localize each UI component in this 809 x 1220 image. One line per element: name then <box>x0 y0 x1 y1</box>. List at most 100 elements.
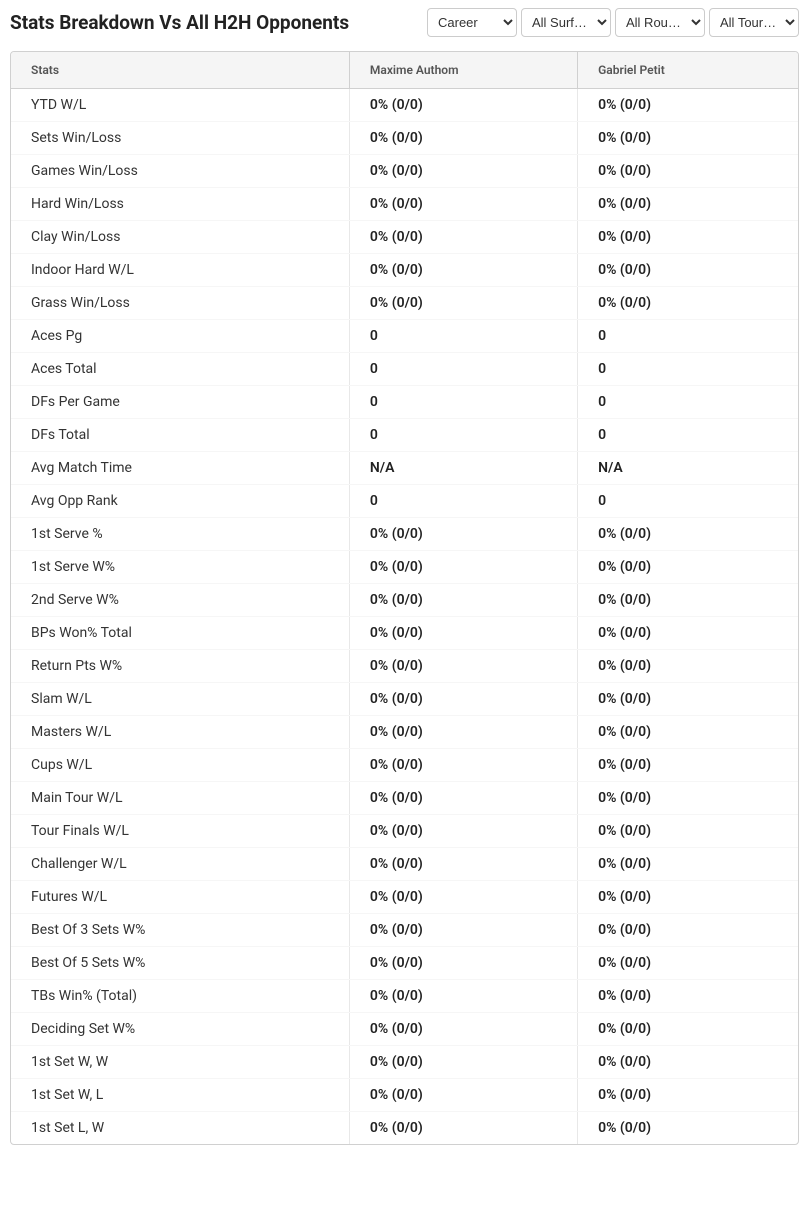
table-row: 2nd Serve W%0% (0/0)0% (0/0) <box>11 584 798 617</box>
table-row: 1st Serve %0% (0/0)0% (0/0) <box>11 518 798 551</box>
table-row: YTD W/L0% (0/0)0% (0/0) <box>11 89 798 122</box>
table-row: Tour Finals W/L0% (0/0)0% (0/0) <box>11 815 798 848</box>
player1-value-cell: 0% (0/0) <box>349 122 577 155</box>
player1-value-cell: 0% (0/0) <box>349 1046 577 1079</box>
stat-label-cell: Avg Opp Rank <box>11 485 349 518</box>
table-row: Clay Win/Loss0% (0/0)0% (0/0) <box>11 221 798 254</box>
player2-value-cell: 0% (0/0) <box>578 1112 798 1145</box>
player1-value-cell: 0% (0/0) <box>349 221 577 254</box>
player2-value-cell: 0% (0/0) <box>578 947 798 980</box>
player2-value-cell: 0% (0/0) <box>578 551 798 584</box>
player2-value-cell: N/A <box>578 452 798 485</box>
player2-value-cell: 0% (0/0) <box>578 155 798 188</box>
table-row: 1st Serve W%0% (0/0)0% (0/0) <box>11 551 798 584</box>
player1-value-cell: 0% (0/0) <box>349 287 577 320</box>
player1-value-cell: 0% (0/0) <box>349 617 577 650</box>
player1-value-cell: 0 <box>349 386 577 419</box>
table-row: BPs Won% Total0% (0/0)0% (0/0) <box>11 617 798 650</box>
stat-label-cell: Best Of 3 Sets W% <box>11 914 349 947</box>
player1-value-cell: N/A <box>349 452 577 485</box>
stat-label-cell: Slam W/L <box>11 683 349 716</box>
stat-label-cell: Games Win/Loss <box>11 155 349 188</box>
table-row: DFs Per Game00 <box>11 386 798 419</box>
stat-label-cell: DFs Per Game <box>11 386 349 419</box>
player1-value-cell: 0% (0/0) <box>349 914 577 947</box>
stat-label-cell: Masters W/L <box>11 716 349 749</box>
stat-label-cell: 1st Set W, W <box>11 1046 349 1079</box>
stat-label-cell: Main Tour W/L <box>11 782 349 815</box>
player1-value-cell: 0% (0/0) <box>349 947 577 980</box>
player1-value-cell: 0 <box>349 320 577 353</box>
player2-value-cell: 0% (0/0) <box>578 89 798 122</box>
stat-label-cell: 1st Serve % <box>11 518 349 551</box>
table-row: Grass Win/Loss0% (0/0)0% (0/0) <box>11 287 798 320</box>
player2-value-cell: 0% (0/0) <box>578 980 798 1013</box>
table-row: Indoor Hard W/L0% (0/0)0% (0/0) <box>11 254 798 287</box>
stat-label-cell: Aces Total <box>11 353 349 386</box>
table-row: 1st Set W, L0% (0/0)0% (0/0) <box>11 1079 798 1112</box>
table-row: 1st Set L, W0% (0/0)0% (0/0) <box>11 1112 798 1145</box>
column-header-stats: Stats <box>11 52 349 89</box>
period-select[interactable]: Career <box>427 8 517 37</box>
table-header-row: Stats Maxime Authom Gabriel Petit <box>11 52 798 89</box>
table-row: Aces Pg00 <box>11 320 798 353</box>
table-row: Sets Win/Loss0% (0/0)0% (0/0) <box>11 122 798 155</box>
player1-value-cell: 0% (0/0) <box>349 848 577 881</box>
player1-value-cell: 0% (0/0) <box>349 518 577 551</box>
table-row: Games Win/Loss0% (0/0)0% (0/0) <box>11 155 798 188</box>
player2-value-cell: 0% (0/0) <box>578 518 798 551</box>
player2-value-cell: 0% (0/0) <box>578 683 798 716</box>
player2-value-cell: 0% (0/0) <box>578 1079 798 1112</box>
player2-value-cell: 0% (0/0) <box>578 584 798 617</box>
table-row: Cups W/L0% (0/0)0% (0/0) <box>11 749 798 782</box>
player2-value-cell: 0% (0/0) <box>578 254 798 287</box>
player2-value-cell: 0 <box>578 485 798 518</box>
player1-value-cell: 0% (0/0) <box>349 881 577 914</box>
stats-tbody: YTD W/L0% (0/0)0% (0/0)Sets Win/Loss0% (… <box>11 89 798 1145</box>
stat-label-cell: Challenger W/L <box>11 848 349 881</box>
table-row: Return Pts W%0% (0/0)0% (0/0) <box>11 650 798 683</box>
stat-label-cell: 1st Set W, L <box>11 1079 349 1112</box>
table-row: Deciding Set W%0% (0/0)0% (0/0) <box>11 1013 798 1046</box>
table-row: 1st Set W, W0% (0/0)0% (0/0) <box>11 1046 798 1079</box>
stat-label-cell: Best Of 5 Sets W% <box>11 947 349 980</box>
table-row: DFs Total00 <box>11 419 798 452</box>
stat-label-cell: Cups W/L <box>11 749 349 782</box>
player1-value-cell: 0% (0/0) <box>349 1079 577 1112</box>
player1-value-cell: 0% (0/0) <box>349 749 577 782</box>
table-row: Futures W/L0% (0/0)0% (0/0) <box>11 881 798 914</box>
stat-label-cell: 2nd Serve W% <box>11 584 349 617</box>
player1-value-cell: 0% (0/0) <box>349 584 577 617</box>
player2-value-cell: 0% (0/0) <box>578 122 798 155</box>
player2-value-cell: 0% (0/0) <box>578 1046 798 1079</box>
table-row: Best Of 3 Sets W%0% (0/0)0% (0/0) <box>11 914 798 947</box>
player1-value-cell: 0 <box>349 419 577 452</box>
stat-label-cell: Indoor Hard W/L <box>11 254 349 287</box>
player2-value-cell: 0% (0/0) <box>578 287 798 320</box>
table-row: Best Of 5 Sets W%0% (0/0)0% (0/0) <box>11 947 798 980</box>
player2-value-cell: 0 <box>578 320 798 353</box>
player1-value-cell: 0% (0/0) <box>349 815 577 848</box>
tour-select[interactable]: All Tour… <box>709 8 799 37</box>
filter-group: Career All Surf… All Rou… All Tour… <box>427 8 799 37</box>
player2-value-cell: 0% (0/0) <box>578 1013 798 1046</box>
surface-select[interactable]: All Surf… <box>521 8 611 37</box>
player2-value-cell: 0% (0/0) <box>578 815 798 848</box>
table-row: Avg Opp Rank00 <box>11 485 798 518</box>
stat-label-cell: Tour Finals W/L <box>11 815 349 848</box>
player1-value-cell: 0% (0/0) <box>349 1013 577 1046</box>
player1-value-cell: 0% (0/0) <box>349 1112 577 1145</box>
table-row: Slam W/L0% (0/0)0% (0/0) <box>11 683 798 716</box>
round-select[interactable]: All Rou… <box>615 8 705 37</box>
table-row: Aces Total00 <box>11 353 798 386</box>
stat-label-cell: Deciding Set W% <box>11 1013 349 1046</box>
player2-value-cell: 0 <box>578 419 798 452</box>
player2-value-cell: 0 <box>578 353 798 386</box>
stat-label-cell: Aces Pg <box>11 320 349 353</box>
player2-value-cell: 0% (0/0) <box>578 188 798 221</box>
stat-label-cell: 1st Serve W% <box>11 551 349 584</box>
player2-value-cell: 0 <box>578 386 798 419</box>
player2-value-cell: 0% (0/0) <box>578 782 798 815</box>
player1-value-cell: 0 <box>349 353 577 386</box>
table-row: Challenger W/L0% (0/0)0% (0/0) <box>11 848 798 881</box>
